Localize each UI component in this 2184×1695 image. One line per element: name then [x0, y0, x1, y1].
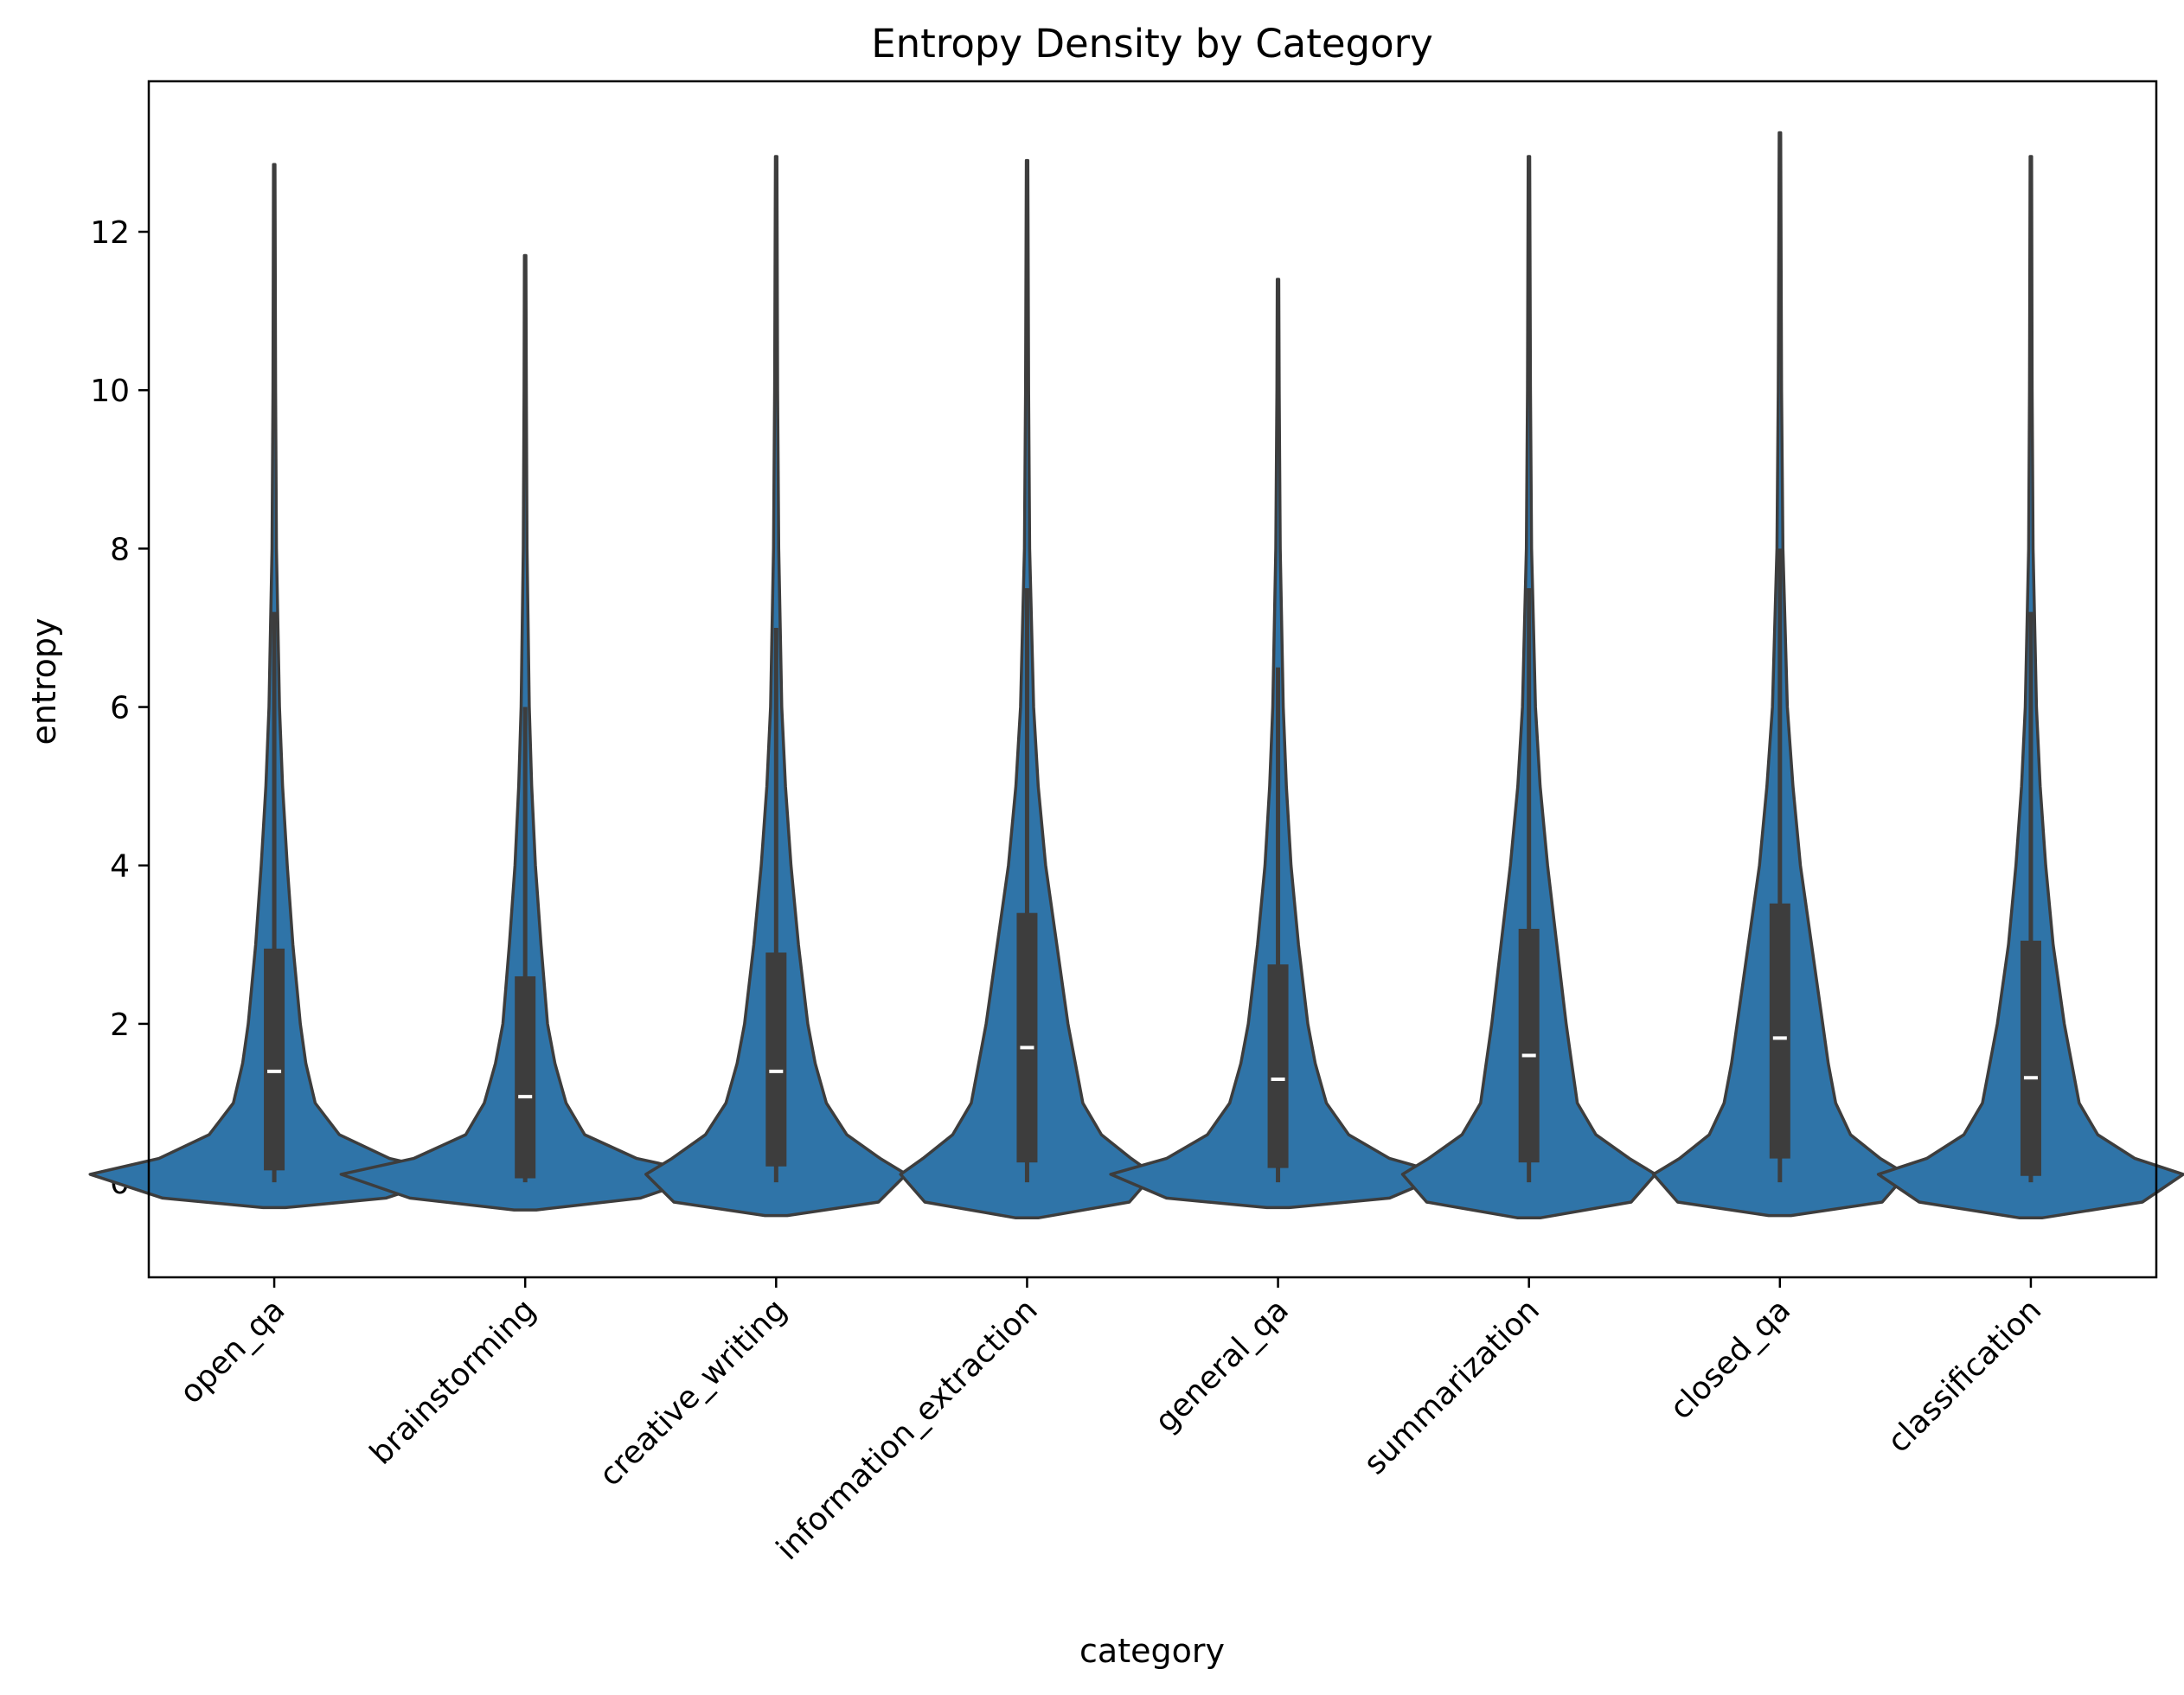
y-tick-label: 2	[110, 1007, 130, 1043]
x-axis-label: category	[1079, 1632, 1225, 1670]
violins	[88, 131, 2184, 1220]
violin-iqr-box	[1769, 903, 1790, 1159]
violin-iqr-box	[1267, 964, 1289, 1168]
y-tick-label: 4	[110, 849, 130, 885]
y-tick-label: 8	[110, 532, 130, 567]
y-tick-label: 12	[90, 215, 130, 251]
violin-iqr-box	[264, 948, 285, 1171]
y-tick-label: 6	[110, 691, 130, 726]
violin-iqr-box	[515, 975, 536, 1179]
violin-iqr-box	[765, 952, 787, 1167]
violin-iqr-box	[1518, 929, 1540, 1163]
violin-iqr-box	[2020, 940, 2041, 1176]
y-tick-label: 10	[90, 374, 130, 409]
y-axis-label: entropy	[25, 617, 63, 745]
plot-frame	[147, 80, 2158, 1279]
chart-title: Entropy Density by Category	[871, 21, 1433, 67]
violin-iqr-box	[1016, 912, 1038, 1163]
